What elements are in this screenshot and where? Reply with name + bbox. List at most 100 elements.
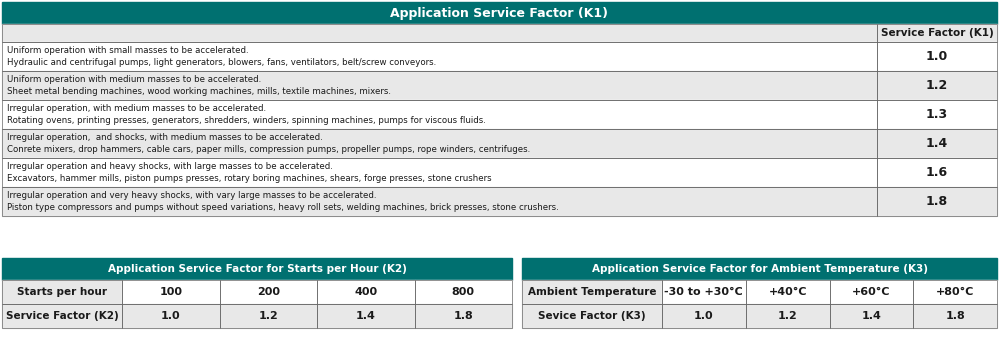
Text: 1.8: 1.8 bbox=[926, 195, 948, 208]
Bar bbox=[829, 280, 913, 304]
Bar bbox=[220, 280, 317, 304]
Bar bbox=[122, 280, 220, 304]
Bar bbox=[745, 280, 829, 304]
Text: 800: 800 bbox=[452, 287, 475, 297]
Text: +60°C: +60°C bbox=[852, 287, 891, 297]
Bar bbox=[2, 280, 122, 304]
Text: Application Service Factor for Starts per Hour (K2): Application Service Factor for Starts pe… bbox=[108, 264, 407, 274]
Text: 100: 100 bbox=[159, 287, 182, 297]
Bar bbox=[415, 280, 512, 304]
Bar bbox=[877, 129, 997, 158]
Text: Uniform operation with medium masses to be accelerated.
Sheet metal bending mach: Uniform operation with medium masses to … bbox=[7, 75, 391, 96]
Bar bbox=[522, 258, 997, 280]
Bar bbox=[2, 129, 877, 158]
Bar bbox=[2, 129, 877, 158]
Bar bbox=[877, 71, 997, 100]
Bar bbox=[745, 280, 829, 304]
Bar bbox=[317, 280, 415, 304]
Bar bbox=[2, 42, 877, 71]
Text: 1.4: 1.4 bbox=[861, 311, 881, 321]
Bar bbox=[829, 304, 913, 328]
Text: Application Service Factor (K1): Application Service Factor (K1) bbox=[391, 7, 608, 19]
Bar bbox=[745, 304, 829, 328]
Bar bbox=[877, 42, 997, 71]
Bar bbox=[2, 24, 877, 42]
Bar bbox=[829, 280, 913, 304]
Bar bbox=[2, 2, 997, 24]
Bar bbox=[913, 304, 997, 328]
Text: +40°C: +40°C bbox=[768, 287, 807, 297]
Text: -30 to +30°C: -30 to +30°C bbox=[664, 287, 743, 297]
Text: 1.2: 1.2 bbox=[259, 311, 278, 321]
Bar bbox=[2, 187, 877, 216]
Bar bbox=[415, 304, 512, 328]
Bar bbox=[2, 71, 877, 100]
Bar bbox=[877, 158, 997, 187]
Text: 1.0: 1.0 bbox=[926, 50, 948, 63]
Bar bbox=[877, 100, 997, 129]
Text: 1.0: 1.0 bbox=[161, 311, 181, 321]
Text: 400: 400 bbox=[355, 287, 378, 297]
Bar bbox=[829, 304, 913, 328]
Text: 1.6: 1.6 bbox=[926, 166, 948, 179]
Bar bbox=[877, 158, 997, 187]
Text: Service Factor (K2): Service Factor (K2) bbox=[6, 311, 118, 321]
Bar bbox=[522, 304, 662, 328]
Text: 1.8: 1.8 bbox=[454, 311, 474, 321]
Text: Irregular operation, with medium masses to be accelerated.
Rotating ovens, print: Irregular operation, with medium masses … bbox=[7, 104, 486, 125]
Bar bbox=[2, 42, 877, 71]
Bar bbox=[2, 304, 122, 328]
Text: Irregular operation,  and shocks, with medium masses to be accelerated.
Conrete : Irregular operation, and shocks, with me… bbox=[7, 133, 530, 154]
Bar bbox=[415, 304, 512, 328]
Bar bbox=[317, 304, 415, 328]
Bar bbox=[220, 280, 317, 304]
Text: 1.4: 1.4 bbox=[356, 311, 376, 321]
Bar bbox=[2, 100, 877, 129]
Bar bbox=[2, 158, 877, 187]
Bar bbox=[2, 280, 122, 304]
Bar bbox=[877, 187, 997, 216]
Bar bbox=[522, 304, 662, 328]
Text: 200: 200 bbox=[257, 287, 280, 297]
Bar bbox=[2, 158, 877, 187]
Text: Irregular operation and heavy shocks, with large masses to be accelerated.
Excav: Irregular operation and heavy shocks, wi… bbox=[7, 162, 492, 183]
Bar bbox=[877, 100, 997, 129]
Bar bbox=[913, 280, 997, 304]
Bar bbox=[220, 304, 317, 328]
Bar bbox=[913, 280, 997, 304]
Bar bbox=[122, 304, 220, 328]
Bar bbox=[2, 258, 512, 280]
Bar bbox=[662, 280, 745, 304]
Bar bbox=[662, 280, 745, 304]
Text: 1.3: 1.3 bbox=[926, 108, 948, 121]
Bar bbox=[877, 187, 997, 216]
Bar bbox=[913, 304, 997, 328]
Bar bbox=[662, 304, 745, 328]
Bar bbox=[662, 304, 745, 328]
Text: 1.8: 1.8 bbox=[945, 311, 965, 321]
Bar bbox=[522, 280, 662, 304]
Text: Irregular operation and very heavy shocks, with vary large masses to be accelera: Irregular operation and very heavy shock… bbox=[7, 191, 558, 212]
Bar bbox=[122, 304, 220, 328]
Bar bbox=[2, 100, 877, 129]
Bar bbox=[877, 71, 997, 100]
Text: Application Service Factor for Ambient Temperature (K3): Application Service Factor for Ambient T… bbox=[591, 264, 927, 274]
Bar bbox=[317, 304, 415, 328]
Bar bbox=[2, 187, 877, 216]
Text: Starts per hour: Starts per hour bbox=[17, 287, 107, 297]
Text: +80°C: +80°C bbox=[936, 287, 974, 297]
Bar bbox=[877, 42, 997, 71]
Bar bbox=[317, 280, 415, 304]
Bar bbox=[522, 280, 662, 304]
Text: Uniform operation with small masses to be accelerated.
Hydraulic and centrifugal: Uniform operation with small masses to b… bbox=[7, 46, 437, 67]
Bar bbox=[745, 304, 829, 328]
Bar bbox=[877, 129, 997, 158]
Text: 1.2: 1.2 bbox=[926, 79, 948, 92]
Bar bbox=[2, 24, 877, 42]
Text: 1.4: 1.4 bbox=[926, 137, 948, 150]
Bar bbox=[2, 304, 122, 328]
Bar bbox=[415, 280, 512, 304]
Text: Service Factor (K1): Service Factor (K1) bbox=[881, 28, 993, 38]
Bar bbox=[2, 71, 877, 100]
Bar bbox=[877, 24, 997, 42]
